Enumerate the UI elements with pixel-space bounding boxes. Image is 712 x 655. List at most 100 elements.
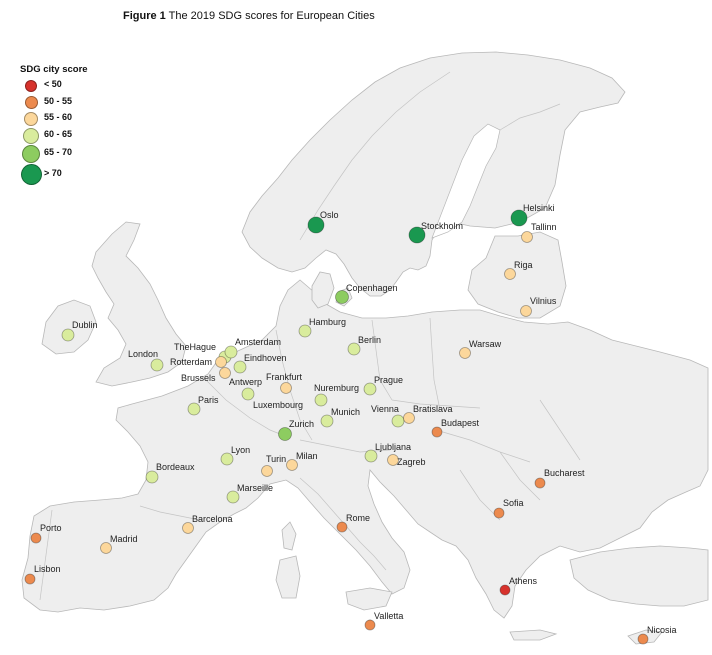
city-lyon: Lyon [220, 445, 250, 466]
city-marker [100, 542, 112, 554]
city-label: Zurich [289, 419, 314, 429]
city-paris: Paris [187, 395, 219, 416]
city-bordeaux: Bordeaux [145, 462, 195, 484]
city-marker [335, 290, 349, 304]
scandinavia-landmass [241, 51, 626, 297]
city-athens: Athens [499, 576, 538, 596]
city-marker [431, 426, 443, 438]
city-marker [286, 459, 298, 471]
city-frankfurt: Frankfurt [266, 372, 303, 394]
city-label: Madrid [110, 534, 138, 544]
city-marker [280, 382, 292, 394]
city-marseille: Marseille [226, 483, 273, 504]
legend-item--50: < 50 [20, 79, 88, 95]
city-oslo: Oslo [307, 210, 339, 234]
city-marker [534, 477, 546, 489]
city-nicosia: Nicosia [637, 625, 677, 645]
city-marker [298, 324, 312, 338]
city-nuremburg: Nuremburg [314, 382, 377, 396]
legend-item--70: > 70 [20, 163, 88, 185]
city-marker [499, 584, 511, 596]
baltic-states [467, 231, 567, 319]
city-label: Oslo [320, 210, 339, 220]
figure-title: Figure 1 The 2019 SDG scores for Europea… [123, 10, 375, 22]
city-label: Bratislava [413, 404, 453, 414]
city-brussels: Brussels [181, 367, 231, 383]
city-label: Eindhoven [244, 353, 287, 363]
city-marker [510, 209, 528, 227]
city-label: Milan [296, 451, 318, 461]
corsica [281, 521, 297, 551]
city-marker [241, 387, 255, 401]
city-marker [145, 470, 159, 484]
city-valletta: Valletta [364, 611, 403, 631]
legend-label: < 50 [44, 79, 62, 89]
legend-label: 55 - 60 [44, 112, 73, 122]
city-riga: Riga [504, 260, 533, 280]
city-budapest: Budapest [431, 418, 480, 438]
city-sofia: Sofia [493, 498, 524, 519]
city-marker [387, 454, 399, 466]
city-bratislava: Bratislava [403, 404, 453, 424]
city-label: Bordeaux [156, 462, 195, 472]
city-label: Brussels [181, 373, 216, 383]
city-marker [403, 412, 415, 424]
pyrenees-border [139, 505, 201, 521]
city-label: Nuremburg [314, 383, 359, 393]
city-stockholm: Stockholm [408, 221, 463, 244]
city-label: Marseille [237, 483, 273, 493]
city-label: Copenhagen [346, 283, 398, 293]
city-label: Paris [198, 395, 219, 405]
city-amsterdam: Amsterdam [224, 337, 281, 359]
city-marker [215, 356, 227, 368]
figure-title-text: The 2019 SDG scores for European Cities [168, 10, 375, 22]
city-label: Stockholm [421, 221, 463, 231]
legend-item-65-70: 65 - 70 [20, 144, 88, 163]
turkey-edge [569, 545, 709, 607]
city-label: Helsinki [523, 203, 555, 213]
city-marker [637, 633, 649, 645]
city-marker [520, 305, 532, 317]
city-marker [219, 367, 231, 379]
city-marker [364, 619, 376, 631]
city-london: London [128, 349, 164, 372]
city-marker [150, 358, 164, 372]
city-madrid: Madrid [100, 534, 138, 554]
city-markers: Oslo Stockholm Helsinki Tallinn Riga Vilnius C… [24, 203, 677, 645]
city-hamburg: Hamburg [298, 317, 346, 338]
city-rotterdam: Rotterdam [170, 356, 227, 368]
city-label: Frankfurt [266, 372, 303, 382]
city-marker [307, 216, 325, 234]
figure-number: Figure 1 [123, 10, 166, 22]
city-zagreb: Zagreb [387, 454, 426, 467]
legend-item-55-60: 55 - 60 [20, 111, 88, 127]
city-marker [261, 465, 273, 477]
city-marker [233, 360, 247, 374]
city-label: TheHague [174, 342, 216, 352]
city-label: Valletta [374, 611, 403, 621]
city-copenhagen: Copenhagen [335, 283, 398, 304]
city-marker [187, 402, 201, 416]
city-helsinki: Helsinki [510, 203, 555, 227]
gulf-of-bothnia [431, 123, 501, 239]
legend-swatch [22, 145, 40, 163]
city-marker [364, 449, 378, 463]
city-marker [220, 452, 234, 466]
city-berlin: Berlin [347, 335, 381, 356]
city-dublin: Dublin [61, 320, 98, 342]
city-label: Turin [266, 454, 286, 464]
city-lisbon: Lisbon [24, 564, 61, 585]
city-barcelona: Barcelona [182, 514, 233, 534]
city-marker [391, 414, 405, 428]
sardinia [275, 555, 301, 599]
city-marker [224, 345, 238, 359]
city-label: Munich [331, 407, 360, 417]
city-rome: Rome [336, 513, 370, 533]
city-label: Amsterdam [235, 337, 281, 347]
city-label: Lyon [231, 445, 250, 455]
city-marker [336, 521, 348, 533]
city-label: Zagreb [397, 457, 426, 467]
city-marker [363, 382, 377, 396]
ireland [41, 299, 97, 355]
land-layer [21, 51, 709, 645]
